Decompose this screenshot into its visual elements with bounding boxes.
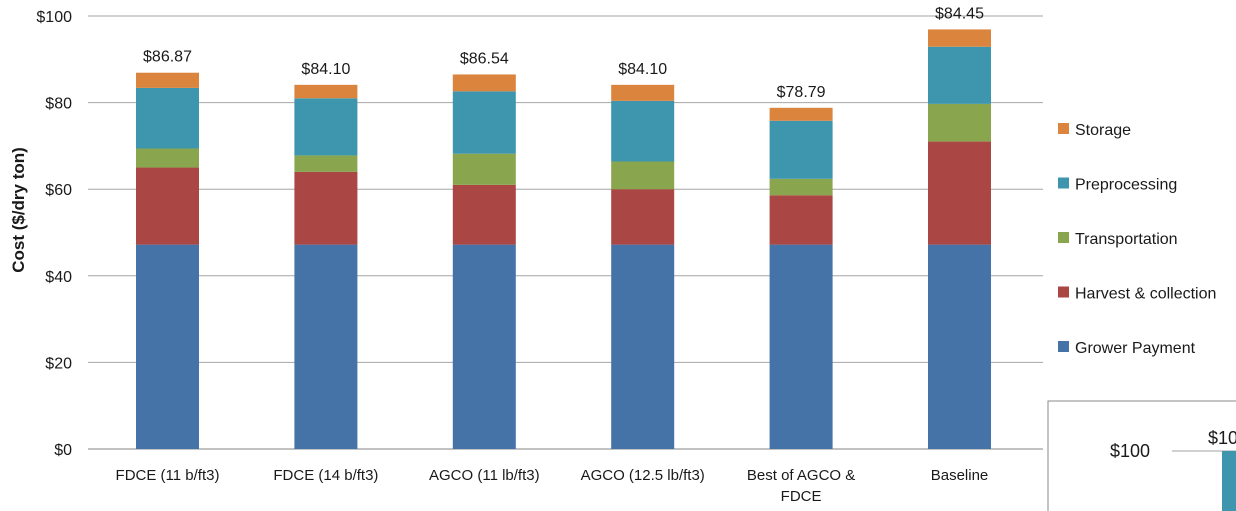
bar-segment <box>611 161 675 190</box>
bar-segment <box>136 167 199 245</box>
x-category-label: Best of AGCO & FDCE <box>747 467 855 505</box>
bar-total-label: $84.10 <box>301 61 350 78</box>
y-tick-label: $80 <box>45 96 72 113</box>
bar-segment <box>294 98 358 156</box>
gridlines <box>88 15 1043 450</box>
inset-bar <box>1222 451 1236 511</box>
inset-frame <box>1047 400 1236 511</box>
bar-total-label: $84.10 <box>618 61 667 78</box>
inset-tick-label: $100 <box>1110 441 1150 461</box>
y-tick-labels: $0 $20 $40 $60 $80 $100 <box>36 9 72 459</box>
inset-clipped-label: $10 <box>1208 428 1236 448</box>
y-tick-label: $0 <box>54 442 72 459</box>
legend-swatch <box>1058 341 1069 352</box>
x-category-labels: FDCE (11 b/ft3) FDCE (14 b/ft3) AGCO (11 l… <box>116 467 989 505</box>
bar-segment <box>136 87 199 149</box>
bar-segment <box>769 244 833 449</box>
bar-segment <box>769 195 833 245</box>
bar-segment <box>452 91 516 154</box>
bar-segment <box>452 184 516 245</box>
bar-segment <box>136 72 199 88</box>
bar-segment <box>294 84 358 99</box>
bar-total-label: $78.79 <box>777 84 826 101</box>
bar-total-label: $86.54 <box>460 50 509 67</box>
bar-segment <box>611 189 675 245</box>
x-category-label: AGCO (12.5 lb/ft3) <box>581 467 705 484</box>
bar-segment <box>136 148 199 168</box>
bar-segment <box>769 178 833 196</box>
bar-total-label: $86.87 <box>143 49 192 66</box>
legend-label: Preprocessing <box>1075 177 1177 194</box>
total-labels: $86.87 $84.10 $86.54 $84.10 $78.79 $84.45 <box>143 5 984 100</box>
bars <box>136 29 991 449</box>
inset-chart-fragment: $100 $10 <box>1047 400 1236 511</box>
bar-segment <box>769 120 833 179</box>
x-category-label: FDCE (14 b/ft3) <box>273 467 378 484</box>
bar-segment <box>928 103 991 142</box>
bar-segment <box>928 46 991 104</box>
bar-segment <box>452 244 516 449</box>
bar-segment <box>611 84 675 101</box>
x-category-label: Baseline <box>931 467 989 484</box>
bar-segment <box>611 100 675 162</box>
bar-segment <box>769 107 833 121</box>
legend-swatch <box>1058 177 1069 189</box>
bar-segment <box>452 74 516 92</box>
x-category-label: FDCE (11 b/ft3) <box>116 467 220 484</box>
bar-total-label: $84.45 <box>935 5 984 22</box>
y-tick-label: $40 <box>45 269 72 286</box>
legend-label: Harvest & collection <box>1075 286 1216 303</box>
bar-segment <box>136 244 199 449</box>
bar-segment <box>928 244 991 449</box>
y-tick-label: $60 <box>45 182 72 199</box>
bar-segment <box>294 171 358 245</box>
y-axis-label: Cost ($/dry ton) <box>9 147 28 273</box>
y-tick-label: $20 <box>45 355 72 372</box>
bar-segment <box>294 244 358 449</box>
legend-swatch <box>1058 123 1069 134</box>
bar-segment <box>452 153 516 185</box>
y-tick-label: $100 <box>36 9 72 26</box>
legend-label: Grower Payment <box>1075 340 1196 357</box>
legend: Storage Preprocessing Transportation Harves… <box>1058 122 1216 357</box>
legend-swatch <box>1058 286 1069 298</box>
bar-segment <box>928 141 991 245</box>
legend-label: Transportation <box>1075 231 1178 248</box>
legend-swatch <box>1058 232 1069 243</box>
legend-label: Storage <box>1075 122 1131 139</box>
x-category-label: AGCO (11 lb/ft3) <box>429 467 540 484</box>
bar-segment <box>928 29 991 47</box>
bar-segment <box>611 244 675 449</box>
bar-segment <box>294 155 358 172</box>
